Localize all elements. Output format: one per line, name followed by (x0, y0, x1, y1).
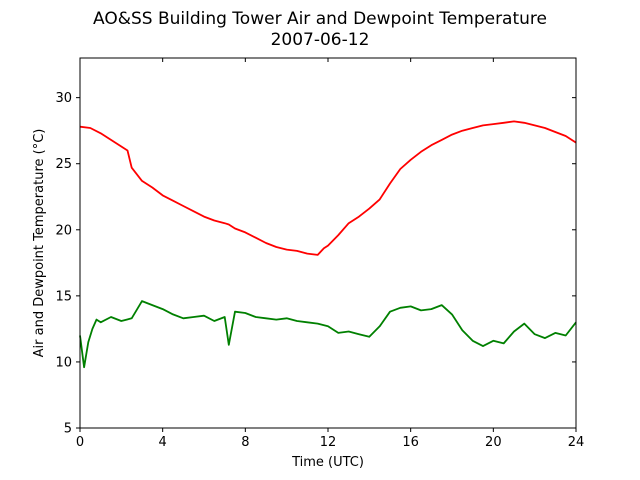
series-group (80, 121, 576, 367)
chart-title: AO&SS Building Tower Air and Dewpoint Te… (93, 9, 547, 29)
y-tick-label: 25 (55, 157, 72, 172)
y-axis-label: Air and Dewpoint Temperature (°C) (32, 129, 47, 358)
x-tick-label: 20 (485, 435, 502, 450)
x-axis-ticks: 0 4 8 12 16 20 24 (76, 58, 584, 450)
series-line-2 (80, 301, 576, 367)
y-tick-label: 15 (55, 289, 72, 304)
series-line-1 (80, 121, 576, 255)
x-axis-label: Time (UTC) (291, 455, 364, 470)
x-tick-label: 4 (159, 435, 167, 450)
chart: AO&SS Building Tower Air and Dewpoint Te… (0, 0, 640, 480)
y-tick-label: 5 (64, 422, 72, 437)
plot-area: 0 4 8 12 16 20 24 5 10 15 20 25 30 (55, 58, 584, 450)
chart-subtitle: 2007-06-12 (271, 30, 370, 50)
y-tick-label: 10 (55, 355, 72, 370)
x-tick-label: 8 (241, 435, 249, 450)
y-tick-label: 30 (55, 91, 72, 106)
x-tick-label: 16 (402, 435, 419, 450)
y-tick-label: 20 (55, 223, 72, 238)
x-tick-label: 24 (568, 435, 585, 450)
y-axis-ticks: 5 10 15 20 25 30 (55, 91, 576, 436)
x-tick-label: 0 (76, 435, 84, 450)
x-tick-label: 12 (320, 435, 337, 450)
plot-frame (80, 58, 576, 428)
